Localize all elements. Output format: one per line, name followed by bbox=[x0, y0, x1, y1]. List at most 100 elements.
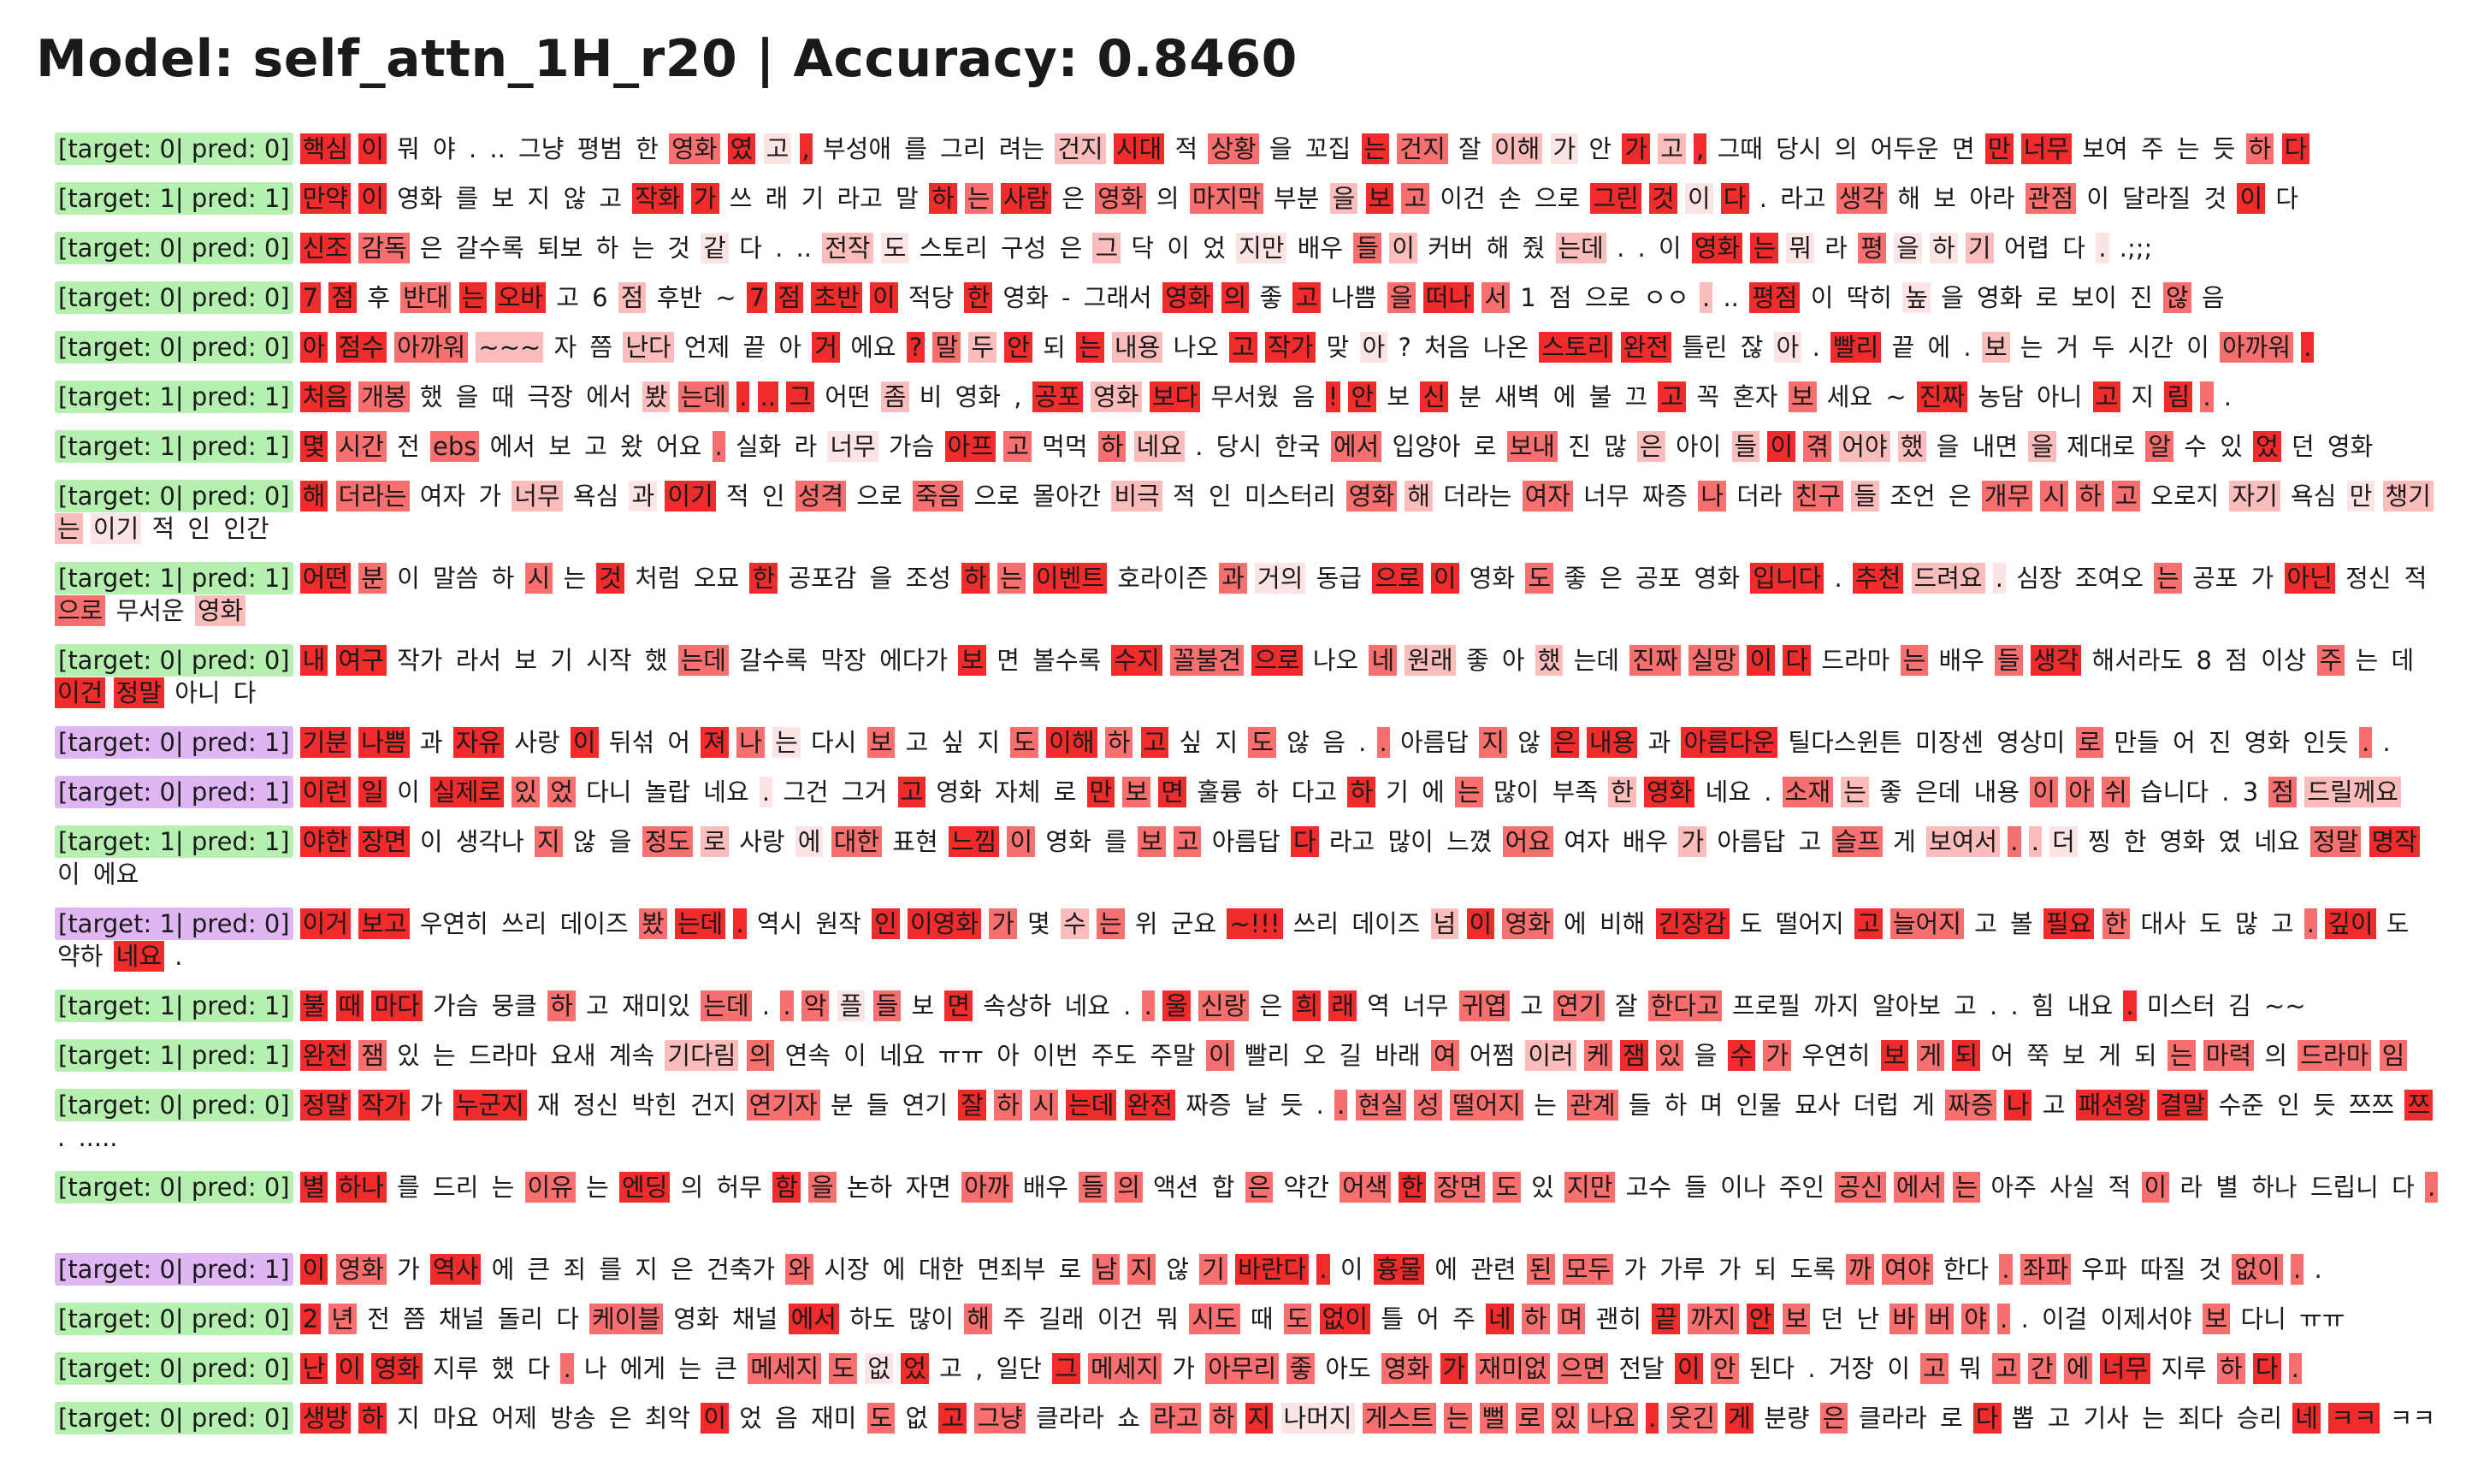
token: 는데 bbox=[677, 645, 729, 676]
token: 은 bbox=[1637, 431, 1665, 462]
token: 플 bbox=[837, 990, 866, 1021]
token: 더라는 bbox=[1443, 482, 1512, 511]
token: 두 bbox=[2091, 333, 2115, 362]
token: 많 bbox=[1604, 432, 1627, 461]
token: 아 bbox=[299, 332, 328, 363]
token: 보 bbox=[1788, 381, 1817, 412]
token: 쇼 bbox=[1117, 1404, 1140, 1433]
token: 네요 bbox=[1705, 777, 1752, 807]
token: 관점 bbox=[2025, 183, 2077, 214]
token: 들 bbox=[872, 990, 902, 1021]
token: 8 bbox=[2196, 646, 2212, 675]
token: 점 bbox=[618, 282, 647, 313]
token: 을 bbox=[2028, 431, 2056, 462]
token: 고 bbox=[938, 1403, 967, 1434]
token: 명작 bbox=[2369, 826, 2420, 857]
token: 가 bbox=[989, 908, 1017, 939]
token: 어떤 bbox=[299, 563, 351, 594]
token: 여자 bbox=[1522, 481, 1573, 511]
token: 에 bbox=[795, 826, 824, 857]
token: 며 bbox=[1700, 1091, 1724, 1120]
token: 은 bbox=[671, 1255, 694, 1284]
token: 적당 bbox=[908, 283, 955, 312]
token: . bbox=[1999, 1254, 2013, 1285]
token: 되 bbox=[1952, 1040, 1981, 1071]
token: 잘 bbox=[958, 1090, 987, 1120]
token: 친구 bbox=[1792, 481, 1844, 511]
token: 주 bbox=[2140, 134, 2164, 163]
token: 도 bbox=[1493, 1172, 1521, 1203]
token: 아름답 bbox=[1399, 728, 1470, 757]
token: 지 bbox=[1127, 1254, 1156, 1285]
token: 으로 bbox=[856, 482, 902, 511]
token: 보여 bbox=[2082, 134, 2128, 163]
token: 기다림 bbox=[665, 1040, 739, 1071]
token: 비 bbox=[919, 382, 943, 411]
token: 이 bbox=[397, 564, 420, 593]
token: 구성 bbox=[1000, 234, 1047, 263]
token: 배우 bbox=[1938, 646, 1984, 675]
token: 끝 bbox=[1891, 333, 1915, 362]
token: 상황 bbox=[1208, 133, 1259, 164]
token: 7 bbox=[299, 282, 322, 313]
token: 말 bbox=[896, 184, 919, 213]
token: 관계 bbox=[1567, 1090, 1618, 1120]
token: 점수 bbox=[335, 332, 387, 363]
token: 은 bbox=[419, 234, 443, 263]
token: 우파 bbox=[2081, 1255, 2127, 1284]
token: 않 bbox=[1286, 728, 1310, 757]
token: 했 bbox=[491, 1354, 515, 1383]
token: 로 bbox=[701, 826, 729, 857]
token: 웃긴 bbox=[1666, 1403, 1718, 1434]
token: 임 bbox=[2379, 1040, 2408, 1071]
token: 기 bbox=[550, 646, 573, 675]
token: 네 bbox=[1485, 1304, 1514, 1334]
token: 은데 bbox=[1915, 777, 1961, 807]
token: 역 bbox=[1367, 991, 1390, 1020]
token: 면죄부 bbox=[977, 1255, 1046, 1284]
token: . bbox=[2424, 1172, 2439, 1203]
token: 채널 bbox=[731, 1304, 778, 1333]
token: 있 bbox=[2220, 432, 2243, 461]
token: 보 bbox=[548, 432, 571, 461]
token: 보 bbox=[1137, 826, 1166, 857]
token: 이 bbox=[1466, 908, 1495, 939]
token: ㅠㅠ bbox=[937, 1041, 985, 1070]
token: .. bbox=[757, 381, 779, 412]
token: 남 bbox=[1091, 1254, 1121, 1285]
token: 을 bbox=[1269, 134, 1292, 163]
token: 보 bbox=[1880, 1040, 1909, 1071]
token: 되 bbox=[1043, 333, 1066, 362]
token: 혼자 bbox=[1732, 382, 1778, 411]
token: 나 bbox=[2003, 1090, 2032, 1120]
token: 완전 bbox=[1620, 332, 1671, 363]
token: 보 bbox=[491, 184, 515, 213]
token: . bbox=[1963, 333, 1972, 362]
token: 다 bbox=[1720, 183, 1749, 214]
token: 던 bbox=[2292, 432, 2315, 461]
token: 이 bbox=[358, 133, 387, 164]
token: 게 bbox=[1725, 1403, 1753, 1434]
token: 틀 bbox=[1381, 1304, 1404, 1333]
token: 과 bbox=[419, 728, 443, 757]
token: 다 bbox=[2062, 234, 2086, 263]
token: 도 bbox=[1010, 727, 1038, 758]
token: 정말 bbox=[113, 677, 164, 708]
token: 배우 bbox=[1022, 1173, 1069, 1202]
token: 가 bbox=[419, 1091, 443, 1120]
token: 쉬 bbox=[2102, 777, 2130, 807]
token: 대한 bbox=[918, 1255, 965, 1284]
token: 생방 bbox=[299, 1403, 351, 1434]
token: 그때 bbox=[1717, 134, 1763, 163]
attention-row-list: [target: 0| pred: 0] 핵심 이 뭐 야 . .. 그냥 평범 … bbox=[55, 133, 2441, 1484]
token: 드립니 bbox=[2309, 1173, 2379, 1202]
token: 은 bbox=[1819, 1403, 1848, 1434]
token: 고 bbox=[2042, 1091, 2066, 1120]
token: 달라질 bbox=[2122, 184, 2191, 213]
token: 클라라 bbox=[1858, 1404, 1927, 1433]
token: 여자 bbox=[1564, 827, 1610, 856]
token: 만 bbox=[1086, 777, 1115, 807]
token: 되 bbox=[1753, 1255, 1777, 1284]
token: 보내 bbox=[1506, 431, 1558, 462]
token: 새벽 bbox=[1494, 382, 1541, 411]
